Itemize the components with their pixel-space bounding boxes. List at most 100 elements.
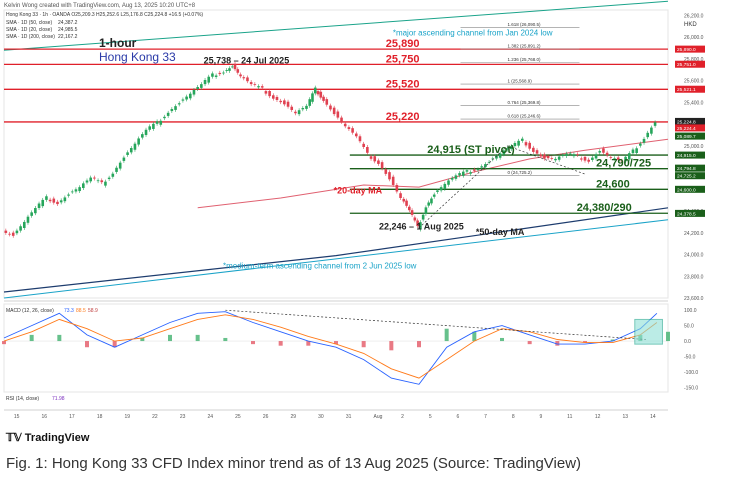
candle-body (152, 123, 155, 129)
x-tick-label: 19 (125, 414, 131, 420)
candle-body (609, 157, 613, 158)
price-tag (675, 209, 705, 217)
candle-body (354, 133, 358, 137)
candle-body (384, 169, 388, 174)
x-tick-label: 8 (512, 414, 515, 420)
y-tick-label: 23,800.0 (684, 274, 704, 280)
candle-body (602, 148, 605, 153)
level-label: 24,380/290 (577, 202, 632, 214)
x-tick-label: 16 (42, 414, 48, 420)
macd-histogram-bar (140, 337, 145, 342)
macd-histogram-bar (251, 341, 255, 345)
chart-annotation: *medium-term ascending channel from 2 Ju… (223, 262, 417, 271)
candle-body (502, 150, 506, 155)
candle-body (52, 198, 56, 203)
indicator-name: SMA · 1D (20, close) (6, 27, 52, 33)
candle-body (509, 146, 513, 150)
macd-trendline (225, 309, 646, 340)
candle-body (144, 129, 148, 135)
price-tag-label: 24,915.0 (677, 153, 696, 159)
candle-body (436, 190, 439, 192)
candle-body (605, 152, 609, 156)
candle-body (557, 156, 561, 160)
candle-body (631, 149, 635, 154)
candle-body (155, 121, 159, 124)
macd-series-line (3, 311, 658, 385)
candle-body (506, 148, 509, 150)
candle-body (491, 158, 495, 160)
upper-channel-line (3, 0, 669, 51)
candle-body (325, 99, 329, 105)
candle-body (313, 87, 317, 94)
candle-body (133, 143, 137, 150)
candle-body (473, 169, 476, 171)
macd-histogram-bar (472, 331, 477, 342)
macd-histogram-bar (85, 341, 89, 348)
candle-body (122, 157, 126, 161)
candle-body (587, 159, 590, 162)
candle-body (395, 184, 399, 192)
x-tick-label: 7 (484, 414, 487, 420)
candle-body (297, 110, 301, 115)
x-tick-label: 30 (318, 414, 324, 420)
macd-histogram-bar (527, 341, 532, 345)
candle-body (366, 147, 369, 153)
fib-label: 1.236 (25,768.0) (508, 57, 542, 62)
candle-body (107, 177, 111, 180)
x-tick-label: 6 (457, 414, 460, 420)
candle-body (196, 87, 199, 90)
price-tag-label: 24,600.0 (677, 187, 696, 193)
indicator-value: 22,167.2 (58, 34, 78, 40)
macd-series-line (3, 314, 658, 379)
candle-body (362, 143, 365, 148)
macd-histogram-bar (389, 341, 394, 351)
candle-body (620, 160, 624, 162)
fib-label: 1 (25,568.9) (508, 79, 533, 84)
price-tag-label: 24,794.8 (677, 166, 696, 172)
candle-body (188, 93, 192, 99)
x-tick-label: 17 (69, 414, 75, 420)
candle-body (432, 194, 436, 197)
x-tick-label: 13 (623, 414, 629, 420)
y-tick-label: 24,200.0 (684, 231, 704, 237)
candle-body (203, 79, 207, 85)
price-tag-label: 24,725.2 (677, 174, 696, 180)
indicator-value: 24,387.2 (58, 20, 78, 26)
macd-histogram-bar (278, 341, 283, 346)
fib-label: 0.618 (25,246.6) (508, 114, 542, 119)
candle-body (308, 99, 312, 106)
candle-body (211, 73, 214, 77)
x-tick-label: 24 (208, 414, 214, 420)
indicator-name: SMA · 1D (50, close) (6, 20, 52, 26)
candle-body (70, 191, 74, 193)
rsi-value: 71.98 (52, 396, 65, 402)
sma20-line (197, 138, 669, 209)
tradingview-logo-icon: 𝕋𝕍 (6, 432, 25, 444)
candle-body (15, 230, 19, 234)
candle-body (430, 198, 433, 204)
x-tick-label: 2 (401, 414, 404, 420)
macd-histogram-bar (195, 334, 200, 342)
candle-body (78, 187, 81, 192)
candle-body (207, 76, 211, 83)
candle-body (484, 164, 487, 168)
candle-body (319, 91, 323, 98)
candle-body (539, 154, 543, 157)
candle-body (93, 177, 96, 179)
x-tick-label: 25 (235, 414, 241, 420)
candle-body (192, 89, 196, 95)
candle-body (561, 155, 565, 156)
indicator-value: 24,985.5 (58, 27, 78, 33)
candle-body (498, 153, 502, 158)
candle-body (294, 111, 297, 114)
x-tick-label: 12 (595, 414, 601, 420)
fib-label: 1.382 (25,891.2) (508, 43, 542, 48)
candle-body (447, 180, 450, 185)
chart-annotation: *50-day MA (476, 227, 525, 237)
candle-body (416, 220, 419, 227)
x-tick-label: 14 (650, 414, 656, 420)
level-label: 24,790/725 (596, 158, 651, 170)
candle-body (11, 232, 15, 236)
fib-label: 0 (24,725.2) (508, 170, 533, 175)
